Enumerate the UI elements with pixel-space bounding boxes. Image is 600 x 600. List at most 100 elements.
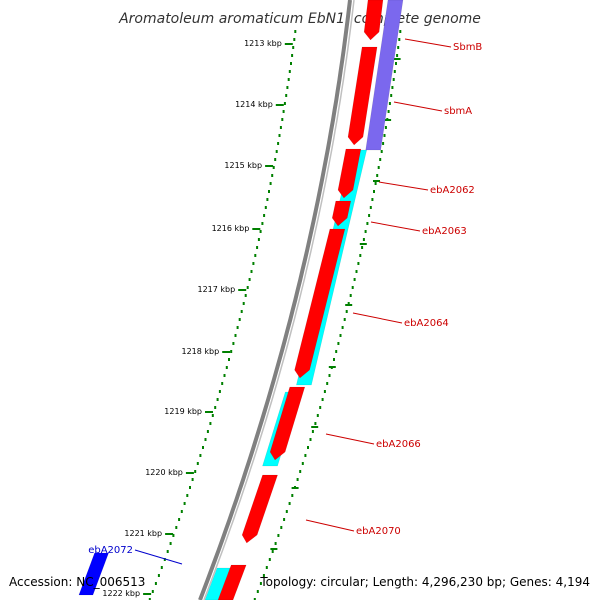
ruler-dot (396, 54, 399, 57)
ruler-dot (172, 534, 175, 537)
ruler-tick (373, 180, 380, 182)
ruler-dot (199, 454, 202, 457)
ruler-tick (384, 119, 392, 121)
ruler-dot (206, 430, 209, 433)
ruler-ticks: 1213 kbp 1214 kbp 1215 kbp 1216 kbp 1217 kbp… (102, 39, 401, 598)
ruler-dot (287, 78, 290, 81)
ruler-dot (328, 374, 331, 377)
ruler-tick-label: 1219 kbp (164, 407, 202, 416)
label-leader-line (370, 221, 421, 232)
ruler-dot (282, 110, 285, 113)
ruler-dot (279, 126, 282, 129)
ruler-tick (291, 487, 299, 489)
ruler-tick (270, 548, 278, 550)
ruler-dot (194, 470, 197, 473)
ruler-dot (272, 166, 275, 169)
ruler-dot (373, 190, 375, 193)
ruler-dot (382, 142, 385, 145)
ruler-dot (148, 598, 151, 600)
ruler-dot (223, 374, 226, 377)
reverse-gene-block (78, 552, 109, 596)
label-leader-line (393, 101, 443, 112)
ruler-dot (301, 462, 304, 465)
ruler-dot (314, 422, 317, 425)
ruler-tick-label: 1214 kbp (235, 100, 273, 109)
ruler-dot (285, 94, 288, 97)
ruler-tick-label: 1217 kbp (197, 285, 235, 294)
ruler-dot (387, 110, 390, 113)
ruler-dot (266, 198, 269, 201)
ruler-dot (275, 150, 278, 153)
ruler-dot (398, 38, 401, 41)
forward-gene-block (294, 228, 346, 379)
gene-label-SbmB: SbmB (453, 42, 482, 53)
label-leader-line (134, 549, 183, 565)
ruler-dot (257, 238, 260, 241)
ruler-tick (238, 289, 247, 291)
ruler-dot (246, 286, 249, 289)
ruler-dot (319, 406, 322, 409)
ruler-dot (376, 174, 379, 177)
label-leader-line (404, 38, 452, 48)
ruler-tick (328, 366, 336, 368)
ruler-dot (391, 86, 394, 89)
ruler-dot (151, 590, 154, 593)
gene-label-ebA2066: ebA2066 (376, 439, 421, 450)
ruler-dot (277, 534, 280, 537)
ruler-dot (242, 302, 245, 305)
label-leader-line (305, 519, 355, 532)
ruler-tick (359, 243, 367, 245)
backbone (198, 0, 355, 600)
ruler-dot (234, 334, 237, 337)
ruler-dot (214, 406, 217, 409)
forward-gene-block (363, 0, 384, 41)
ruler-tick (265, 165, 274, 167)
ruler-tick-label: 1215 kbp (224, 161, 262, 170)
ruler-dot (299, 470, 302, 473)
ruler-dot (321, 398, 324, 401)
ruler-tick (185, 472, 194, 474)
ruler-dot (353, 278, 356, 281)
ruler-dot (254, 254, 257, 257)
label-leader-line (378, 181, 429, 191)
gene-label-ebA2063: ebA2063 (422, 226, 467, 237)
ruler-dot (202, 446, 204, 449)
ruler-tick (252, 228, 261, 230)
ruler-dot (341, 326, 344, 329)
ruler-dot (268, 558, 271, 561)
ruler-dot (339, 334, 342, 337)
gene-label-ebA2062: ebA2062 (430, 185, 475, 196)
ruler-dot (288, 502, 291, 505)
ruler-dot (163, 558, 166, 561)
ruler-dot (236, 326, 239, 329)
label-leader-line (352, 312, 403, 324)
ruler-tick (165, 533, 174, 535)
ruler-dot (311, 430, 314, 433)
ruler-dot (228, 358, 230, 361)
ruler-dot (286, 86, 289, 89)
ruler-dot (265, 566, 268, 569)
forward-gene-block (347, 46, 378, 146)
ruler-dot (347, 302, 350, 305)
ruler-dot (307, 446, 309, 449)
ruler-tick (393, 58, 401, 60)
ruler-dot (291, 494, 294, 497)
ruler-dot (186, 494, 189, 497)
ruler-dot (283, 518, 286, 521)
ruler-dot (264, 206, 267, 209)
ruler-dot (335, 350, 338, 353)
forward-gene-block (269, 386, 306, 461)
ruler-dot (211, 414, 214, 417)
ruler-dot (388, 102, 391, 105)
ruler-dot (230, 350, 233, 353)
topology-text: Topology: circular; Length: 4,296,230 bp… (259, 575, 590, 589)
backbone-highlight (203, 0, 355, 600)
ruler-dot (160, 566, 163, 569)
ruler-dot (296, 478, 299, 481)
ruler-tick-label: 1213 kbp (244, 39, 282, 48)
ruler-dot (371, 198, 374, 201)
ruler-tick (205, 411, 213, 413)
ruler-dot (326, 382, 329, 385)
ruler-dot (252, 262, 255, 265)
